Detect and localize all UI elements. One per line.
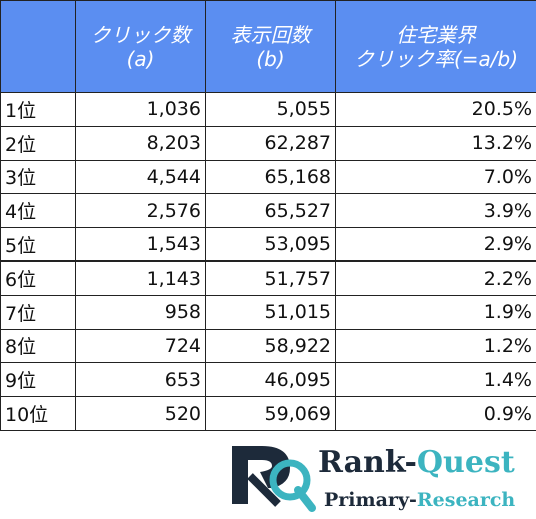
value-cell: 65,527 bbox=[205, 193, 336, 229]
value-cell: 1,036 bbox=[75, 92, 206, 127]
table-row: 10位 520 59,069 0.9% bbox=[0, 396, 536, 431]
value-cell: 2.2% bbox=[335, 260, 536, 296]
table-row: 6位 1,143 51,757 2.2% bbox=[0, 260, 536, 296]
value-cell: 1.9% bbox=[335, 294, 536, 330]
header-line: (a) bbox=[126, 46, 155, 71]
table-row: 1位 1,036 5,055 20.5% bbox=[0, 92, 536, 127]
value-cell: 51,757 bbox=[205, 260, 336, 296]
rank-cell: 5位 bbox=[0, 227, 76, 263]
table-row: 5位 1,543 53,095 2.9% bbox=[0, 227, 536, 263]
logo-subtitle-part: Primary- bbox=[324, 489, 417, 511]
value-cell: 51,015 bbox=[205, 294, 336, 330]
logo-subtitle-part: Research bbox=[417, 489, 516, 511]
value-cell: 653 bbox=[75, 362, 206, 398]
header-line: クリック数 bbox=[90, 22, 191, 47]
header-cell: 表示回数 (b) bbox=[205, 0, 336, 93]
header-line: クリック率(=a/b) bbox=[353, 46, 519, 71]
value-cell: 53,095 bbox=[205, 227, 336, 263]
header-cell: 住宅業界 クリック率(=a/b) bbox=[335, 0, 536, 93]
value-cell: 7.0% bbox=[335, 159, 536, 195]
value-cell: 1,543 bbox=[75, 227, 206, 263]
value-cell: 59,069 bbox=[205, 396, 336, 431]
value-cell: 958 bbox=[75, 294, 206, 330]
rank-cell: 9位 bbox=[0, 362, 76, 398]
rank-cell: 8位 bbox=[0, 328, 76, 364]
table-row: 4位 2,576 65,527 3.9% bbox=[0, 193, 536, 229]
value-cell: 4,544 bbox=[75, 159, 206, 195]
value-cell: 3.9% bbox=[335, 193, 536, 229]
table-row: 2位 8,203 62,287 13.2% bbox=[0, 125, 536, 161]
table-row: 7位 958 51,015 1.9% bbox=[0, 294, 536, 330]
logo: Rank-Quest Primary-Research bbox=[232, 445, 515, 512]
header-line: (b) bbox=[256, 46, 285, 71]
value-cell: 2.9% bbox=[335, 227, 536, 263]
value-cell: 0.9% bbox=[335, 396, 536, 431]
rank-cell: 10位 bbox=[0, 396, 76, 431]
rank-cell: 4位 bbox=[0, 193, 76, 229]
header-cell: クリック数 (a) bbox=[75, 0, 206, 93]
rank-cell: 3位 bbox=[0, 159, 76, 195]
value-cell: 520 bbox=[75, 396, 206, 431]
header-row: クリック数 (a) 表示回数 (b) 住宅業界 クリック率(=a/b) bbox=[0, 0, 536, 93]
value-cell: 1,143 bbox=[75, 260, 206, 296]
rank-cell: 1位 bbox=[0, 92, 76, 127]
value-cell: 724 bbox=[75, 328, 206, 364]
value-cell: 1.2% bbox=[335, 328, 536, 364]
table-row: 8位 724 58,922 1.2% bbox=[0, 328, 536, 364]
ranking-table: クリック数 (a) 表示回数 (b) 住宅業界 クリック率(=a/b) 1位 1,036 5,… bbox=[0, 0, 536, 431]
value-cell: 8,203 bbox=[75, 125, 206, 161]
value-cell: 62,287 bbox=[205, 125, 336, 161]
value-cell: 13.2% bbox=[335, 125, 536, 161]
rank-cell: 6位 bbox=[0, 260, 76, 296]
logo-title: Rank-Quest bbox=[318, 445, 515, 480]
logo-icon bbox=[232, 446, 316, 512]
value-cell: 58,922 bbox=[205, 328, 336, 364]
value-cell: 5,055 bbox=[205, 92, 336, 127]
table-row: 3位 4,544 65,168 7.0% bbox=[0, 159, 536, 195]
rank-cell: 2位 bbox=[0, 125, 76, 161]
value-cell: 46,095 bbox=[205, 362, 336, 398]
table-row: 9位 653 46,095 1.4% bbox=[0, 362, 536, 398]
value-cell: 65,168 bbox=[205, 159, 336, 195]
header-line: 住宅業界 bbox=[396, 22, 476, 47]
value-cell: 20.5% bbox=[335, 92, 536, 127]
logo-title-part: Rank- bbox=[318, 445, 417, 480]
header-line: 表示回数 bbox=[230, 22, 311, 47]
rank-cell: 7位 bbox=[0, 294, 76, 330]
header-cell bbox=[0, 0, 76, 93]
logo-subtitle: Primary-Research bbox=[324, 489, 515, 511]
logo-title-part: Quest bbox=[417, 445, 515, 480]
value-cell: 2,576 bbox=[75, 193, 206, 229]
value-cell: 1.4% bbox=[335, 362, 536, 398]
